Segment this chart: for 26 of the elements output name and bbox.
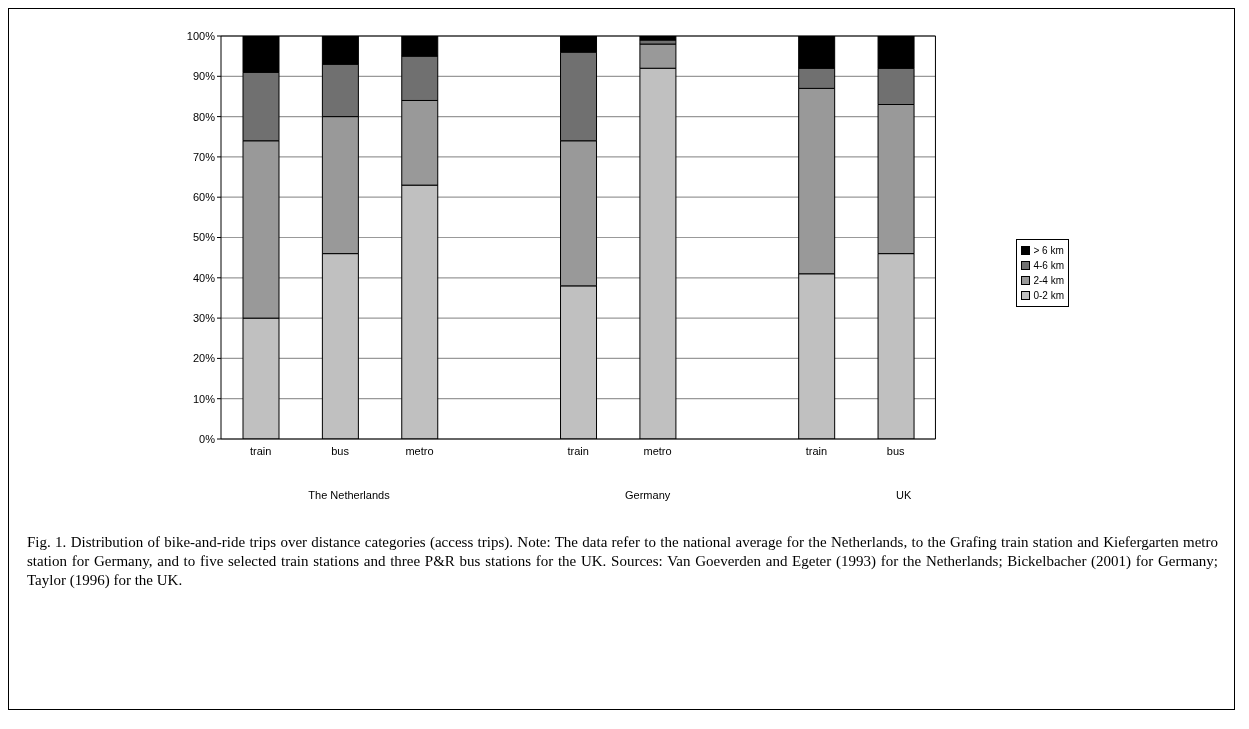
x-tick-label: train <box>567 444 589 457</box>
y-tick-label: 90% <box>192 70 216 83</box>
y-tick-label: 80% <box>192 110 216 123</box>
y-tick-label: 50% <box>192 231 216 244</box>
caption: Fig. 1. Distribution of bike-and-ride trips over distance categories (access trips). Note: The data refer to the national average for the Netherlands, to the Grafing train station and Kiefergarten metro station for Germany, and to five selected train stations and three P&R bus stations for the UK. Sources: Van Goeverden and Egeter (1993) for the Netherlands; Bickelbacher (2001) for Germany; Taylor (1996) for the UK. <box>27 533 1218 590</box>
y-tick-label: 60% <box>192 191 216 204</box>
text: The Netherlands <box>307 489 391 501</box>
legend-label: 2-4 km <box>1033 274 1064 288</box>
legend-label: > 6 km <box>1033 244 1064 258</box>
y-tick-label: 0% <box>199 432 216 445</box>
y-tick-label: 30% <box>192 312 216 325</box>
text: UK <box>895 489 913 501</box>
x-tick-label: metro <box>405 444 434 457</box>
y-tick-label: 100% <box>186 29 216 42</box>
y-tick-label: 70% <box>192 150 216 163</box>
y-tick-label: 20% <box>192 352 216 365</box>
y-tick-label: 40% <box>192 271 216 284</box>
x-tick-label: bus <box>331 444 350 457</box>
legend-label: 0-2 km <box>1033 289 1064 303</box>
x-tick-label: metro <box>643 444 672 457</box>
y-tick-label: 10% <box>192 392 216 405</box>
x-tick-label: train <box>249 444 272 457</box>
text: Germany <box>624 489 672 501</box>
legend-label: 4-6 km <box>1033 259 1064 273</box>
x-tick-label: train <box>805 444 828 457</box>
x-tick-label: bus <box>886 444 906 457</box>
